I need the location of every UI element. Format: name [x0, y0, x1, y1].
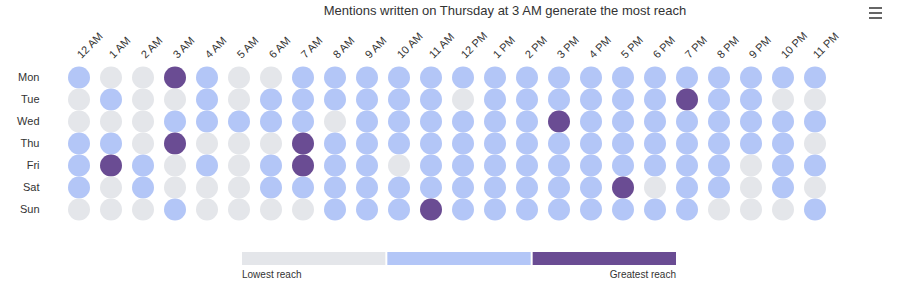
svg-text:2 PM: 2 PM	[522, 34, 549, 61]
svg-text:Sun: Sun	[20, 203, 40, 215]
svg-text:7 AM: 7 AM	[298, 34, 324, 60]
svg-text:5 AM: 5 AM	[234, 34, 260, 60]
svg-text:3 AM: 3 AM	[170, 34, 196, 60]
svg-text:7 PM: 7 PM	[682, 34, 709, 61]
svg-text:2 AM: 2 AM	[138, 34, 164, 60]
svg-text:Fri: Fri	[27, 159, 40, 171]
html-text:Mentions written on Thursday a: Mentions written on Thursday at 3 AM gen…	[323, 3, 687, 18]
svg-text:Wed: Wed	[17, 115, 39, 127]
svg-text:6 PM: 6 PM	[650, 34, 677, 61]
svg-text:9 AM: 9 AM	[362, 34, 388, 60]
svg-text:11 PM: 11 PM	[810, 30, 840, 60]
svg-text:10 PM: 10 PM	[778, 29, 809, 60]
svg-text:Sat: Sat	[23, 181, 40, 193]
svg-text:1 PM: 1 PM	[490, 34, 517, 61]
svg-text:Lowest reach: Lowest reach	[242, 269, 301, 280]
svg-text:5 PM: 5 PM	[618, 34, 645, 61]
svg-text:12 AM: 12 AM	[74, 30, 105, 61]
svg-text:Greatest reach: Greatest reach	[610, 269, 676, 280]
svg-text:9 PM: 9 PM	[746, 34, 773, 61]
svg-text:6 AM: 6 AM	[266, 34, 292, 60]
svg-text:11 AM: 11 AM	[426, 30, 456, 60]
svg-text:Tue: Tue	[21, 93, 40, 105]
svg-text:Thu: Thu	[21, 137, 40, 149]
svg-text:10 AM: 10 AM	[394, 30, 425, 61]
svg-text:Mon: Mon	[18, 71, 39, 83]
svg-text:4 AM: 4 AM	[202, 34, 228, 60]
svg-text:8 PM: 8 PM	[714, 34, 741, 61]
svg-text:8 AM: 8 AM	[330, 34, 356, 60]
svg-text:3 PM: 3 PM	[554, 34, 581, 61]
svg-text:4 PM: 4 PM	[586, 34, 613, 61]
svg-text:1 AM: 1 AM	[106, 34, 132, 60]
svg-text:12 PM: 12 PM	[458, 29, 489, 60]
